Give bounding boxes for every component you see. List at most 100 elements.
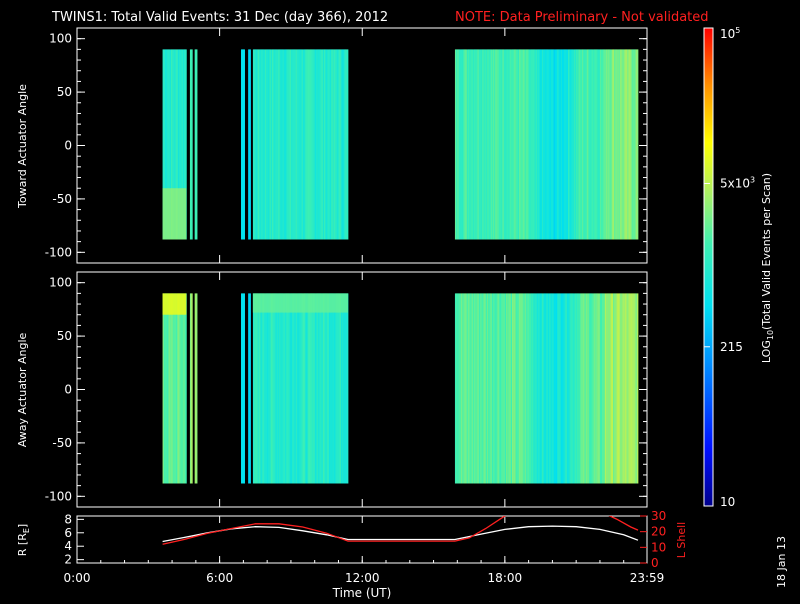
heatmap-column: [607, 293, 609, 484]
heatmap-column: [611, 49, 614, 240]
heatmap-column: [586, 293, 589, 484]
heatmap-column: [634, 293, 636, 484]
heatmap-column: [564, 49, 566, 240]
heatmap-column: [498, 49, 501, 240]
heatmap-column: [323, 49, 325, 240]
heatmap-column: [293, 49, 295, 240]
heatmap-column: [307, 49, 310, 240]
heatmap-column: [294, 49, 297, 240]
heatmap-column: [617, 293, 620, 484]
heatmap-column: [514, 293, 516, 484]
heatmap-column: [579, 293, 582, 484]
heatmap-column: [307, 293, 310, 484]
heatmap-column: [318, 293, 320, 484]
heatmap-column: [590, 293, 593, 484]
heatmap-column: [249, 293, 251, 484]
heatmap-column: [178, 293, 180, 484]
y-tick-label: 50: [57, 329, 72, 343]
heatmap-column: [313, 49, 316, 240]
heatmap-column: [561, 293, 564, 484]
heatmap-column: [180, 293, 182, 484]
heatmap-column: [630, 49, 633, 240]
heatmap-column: [315, 49, 318, 240]
y-tick-label: 0: [64, 383, 72, 397]
heatmap-column: [313, 293, 316, 484]
heatmap-column: [488, 49, 490, 240]
heatmap-column: [519, 49, 521, 240]
heatmap-column: [603, 49, 606, 240]
heatmap-column: [557, 293, 559, 484]
heatmap-column: [507, 293, 509, 484]
colorbar-label: LOG10(Total Valid Events per Scan): [760, 173, 775, 363]
heatmap-column: [491, 293, 494, 484]
heatmap-column: [336, 293, 338, 484]
heatmap-column: [510, 49, 513, 240]
heatmap-column: [614, 49, 616, 240]
heatmap-column: [465, 293, 468, 484]
heatmap-column: [304, 49, 306, 240]
heatmap-column: [511, 293, 514, 484]
heatmap-column: [552, 293, 554, 484]
heatmap-column: [331, 49, 333, 240]
colorbar-ticks: 10 215 5x103 105: [704, 26, 755, 509]
heatmap-column: [342, 49, 344, 240]
heatmap-column: [616, 293, 619, 484]
heatmap-column: [504, 293, 507, 484]
heatmap-column: [328, 49, 331, 240]
heatmap-column: [281, 49, 284, 240]
heatmap-column: [277, 49, 280, 240]
heatmap-column: [317, 49, 319, 240]
heatmap-column: [629, 49, 632, 240]
heatmap-column: [618, 293, 621, 484]
heatmap-column: [319, 49, 322, 240]
heatmap-column: [584, 293, 587, 484]
heatmap-column: [345, 49, 348, 240]
heatmap-column: [472, 293, 475, 484]
y-tick-label: -50: [52, 192, 72, 206]
heatmap-column: [296, 49, 299, 240]
heatmap-column: [185, 49, 187, 240]
heatmap-column: [194, 293, 197, 484]
heatmap-column: [189, 49, 192, 240]
heatmap-column: [501, 49, 503, 240]
heatmap-column: [611, 293, 614, 484]
heatmap-column: [473, 49, 476, 240]
heatmap-column: [166, 293, 168, 484]
heatmap-column: [589, 293, 591, 484]
r-tick-label: 4: [64, 539, 72, 553]
heatmap-column: [249, 49, 251, 240]
heatmap-column: [548, 293, 551, 484]
heatmap-column: [183, 49, 186, 240]
heatmap-column: [471, 49, 474, 240]
heatmap-column: [500, 293, 502, 484]
heatmap-column: [465, 49, 468, 240]
heatmap-column: [305, 293, 307, 484]
heatmap-column: [510, 293, 513, 484]
heatmap-column: [473, 293, 476, 484]
heatmap-column: [534, 49, 537, 240]
heatmap-column: [475, 49, 477, 240]
heatmap-column: [317, 293, 319, 484]
heatmap-column: [183, 293, 186, 484]
heatmap-column: [174, 293, 177, 484]
heatmap-column: [333, 293, 336, 484]
heatmap-column: [477, 293, 480, 484]
heatmap-column: [255, 293, 257, 484]
heatmap-column: [280, 49, 282, 240]
heatmap-column: [287, 49, 289, 240]
heatmap-column: [511, 49, 514, 240]
heatmap-column: [577, 293, 579, 484]
time-tick-label: 6:00: [206, 571, 233, 585]
heatmap-column: [513, 293, 515, 484]
heatmap-column: [280, 293, 282, 484]
heatmap-column: [538, 49, 540, 240]
heatmap-column: [548, 49, 551, 240]
heatmap-column: [339, 49, 342, 240]
heatmap-column: [283, 49, 286, 240]
heatmap-column: [627, 49, 629, 240]
heatmap-column: [330, 293, 332, 484]
heatmap-column: [588, 293, 590, 484]
heatmap-column: [526, 49, 528, 240]
heatmap-column: [496, 293, 499, 484]
heatmap-column: [306, 293, 308, 484]
